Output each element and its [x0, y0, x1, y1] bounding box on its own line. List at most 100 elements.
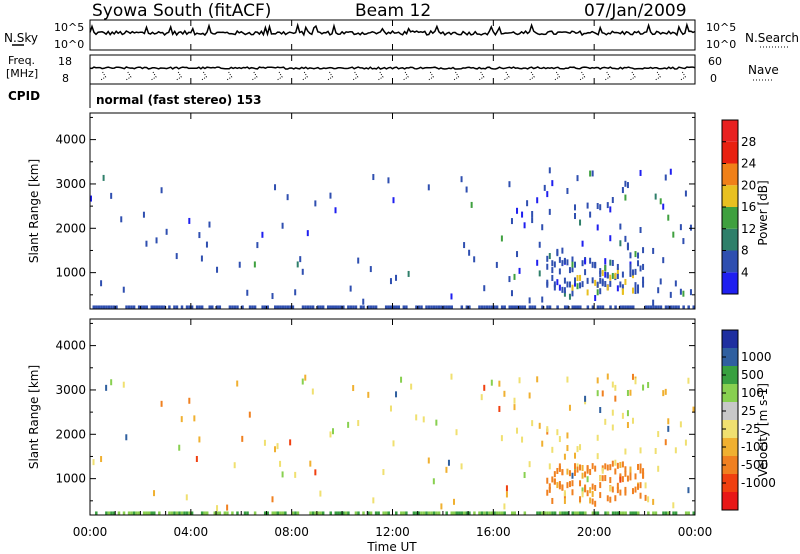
scatter-cell [185, 494, 188, 501]
scatter-cell [168, 511, 171, 516]
scatter-cell [563, 497, 566, 504]
scatter-cell [574, 511, 577, 516]
nave-mark [402, 71, 409, 81]
nave-mark [503, 71, 510, 81]
scatter-cell [639, 482, 642, 489]
scatter-cell [657, 465, 660, 472]
scatter-cell [634, 473, 637, 480]
scatter-cell [546, 305, 549, 310]
scatter-cell [604, 271, 607, 278]
scatter-cell [437, 305, 441, 310]
scatter-cell [672, 305, 675, 310]
scatter-cell [395, 305, 398, 310]
scatter-cell [316, 511, 320, 516]
noise-bottom-label-right: 10^0 [706, 38, 736, 51]
scatter-cell [150, 511, 153, 516]
scatter-cell [140, 305, 143, 310]
scatter-cell [432, 305, 436, 310]
scatter-cell [145, 305, 148, 310]
scatter-cell [579, 464, 582, 471]
scatter-cell [395, 511, 398, 516]
scatter-cell [679, 224, 682, 231]
scatter-cell [604, 258, 607, 265]
scatter-cell [599, 268, 602, 275]
scatter-cell [626, 475, 629, 482]
scatter-cell [311, 305, 315, 310]
nave-mark [175, 71, 182, 81]
scatter-cell [294, 511, 297, 516]
scatter-cell [548, 253, 551, 260]
scatter-cell [400, 511, 403, 516]
scatter-cell [447, 459, 450, 466]
scatter-cell [301, 305, 305, 310]
scatter-cell [531, 305, 534, 310]
colorbar-swatch [722, 120, 738, 142]
scatter-cell [468, 305, 471, 310]
scatter-cell [117, 511, 121, 516]
scatter-cell [289, 305, 292, 310]
scatter-cell [596, 390, 599, 397]
scatter-cell [150, 305, 153, 310]
scatter-cell [614, 468, 617, 475]
scatter-cell [637, 252, 640, 259]
scatter-cell [581, 281, 584, 288]
scatter-cell [631, 417, 634, 424]
scatter-cell [465, 511, 469, 516]
colorbar-swatch [722, 141, 738, 164]
scatter-cell [226, 511, 229, 516]
scatter-cell [644, 494, 647, 501]
scatter-cell [203, 511, 206, 516]
scatter-cell [291, 511, 295, 516]
scatter-cell [274, 305, 277, 310]
scatter-cell [185, 305, 189, 310]
scatter-cell [548, 463, 551, 470]
scatter-cell [606, 284, 609, 291]
nave-label: Nave [748, 63, 779, 77]
scatter-cell [478, 305, 481, 310]
scatter-cell [339, 511, 343, 516]
scatter-cell [236, 380, 239, 387]
scatter-cell [430, 305, 433, 310]
scatter-cell [306, 305, 310, 310]
scatter-cell [440, 305, 443, 310]
scatter-cell [470, 201, 473, 208]
scatter-cell [510, 218, 513, 225]
scatter-cell [377, 511, 380, 516]
scatter-cell [367, 391, 370, 398]
scatter-cell [332, 428, 334, 435]
colorbar-swatch [722, 492, 738, 510]
scatter-cell [591, 490, 594, 497]
scatter-cell [253, 261, 256, 268]
nave-mark [377, 71, 384, 81]
scatter-cell [664, 439, 667, 446]
scatter-cell [332, 305, 335, 310]
scatter-cell [611, 409, 614, 416]
scatter-cell [677, 305, 680, 310]
scatter-cell [190, 305, 194, 310]
scatter-cell [498, 380, 501, 387]
scatter-cell [667, 418, 670, 425]
scatter-cell [639, 467, 642, 474]
scatter-cell [460, 305, 464, 310]
scatter-cell [541, 440, 544, 447]
scatter-cell [571, 261, 574, 268]
scatter-cell [619, 281, 622, 288]
scatter-cell [609, 235, 612, 242]
scatter-cell [687, 305, 690, 310]
scatter-cell [198, 436, 201, 443]
scatter-cell [453, 498, 455, 505]
scatter-cell [374, 305, 378, 310]
scatter-cell [634, 378, 637, 385]
scatter-cell [581, 511, 585, 516]
scatter-cell [521, 436, 524, 443]
scatter-cell [374, 511, 378, 516]
scatter-cell [548, 486, 551, 493]
scatter-cell [546, 255, 549, 262]
scatter-cell [652, 511, 655, 516]
scatter-cell [253, 511, 257, 516]
scatter-cell [546, 426, 549, 433]
scatter-cell [142, 211, 145, 218]
colorbar-tick-label: 20 [741, 178, 756, 192]
scatter-cell [296, 511, 300, 516]
scatter-cell [120, 216, 123, 223]
